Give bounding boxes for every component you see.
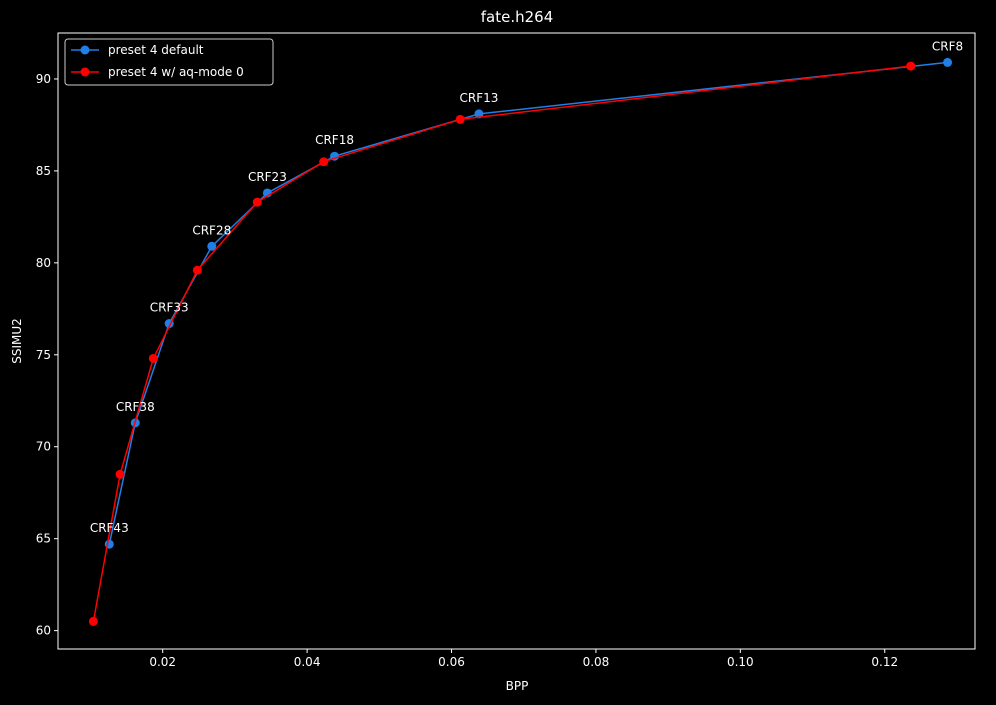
x-tick-label: 0.12 — [871, 655, 898, 669]
data-point — [207, 241, 217, 251]
x-tick-label: 0.04 — [294, 655, 321, 669]
data-point — [906, 61, 916, 71]
y-tick-label: 80 — [36, 256, 51, 270]
legend-marker-aq-mode-0 — [80, 67, 90, 77]
y-tick-label: 65 — [36, 532, 51, 546]
y-axis-label: SSIMU2 — [10, 318, 24, 364]
x-axis-label: BPP — [506, 679, 529, 693]
crf-annotation: CRF43 — [90, 521, 129, 535]
y-tick-label: 60 — [36, 624, 51, 638]
data-point — [474, 109, 484, 119]
series-layer — [88, 57, 953, 626]
data-point — [319, 157, 329, 167]
legend-label-aq-mode-0: preset 4 w/ aq-mode 0 — [108, 65, 244, 79]
y-tick-label: 70 — [36, 440, 51, 454]
crf-annotation: CRF18 — [315, 133, 354, 147]
data-point — [455, 114, 465, 124]
x-axis: 0.02 0.04 0.06 0.08 0.10 0.12 — [149, 649, 898, 669]
data-point — [115, 469, 125, 479]
crf-annotation: CRF8 — [932, 39, 963, 53]
legend-marker-default — [80, 45, 90, 55]
x-tick-label: 0.10 — [727, 655, 754, 669]
series-line-1 — [92, 65, 911, 622]
y-tick-label: 90 — [36, 72, 51, 86]
plot-area — [57, 32, 976, 650]
data-point — [88, 616, 98, 626]
crf-annotation: CRF33 — [150, 301, 189, 315]
y-axis: 60 65 70 75 80 85 90 — [36, 72, 58, 638]
crf-annotation: CRF13 — [460, 91, 499, 105]
legend-entry-aq-mode-0: preset 4 w/ aq-mode 0 — [71, 65, 244, 79]
y-tick-label: 85 — [36, 164, 51, 178]
x-tick-label: 0.08 — [583, 655, 610, 669]
data-point — [252, 197, 262, 207]
legend-box — [64, 38, 274, 86]
legend: preset 4 default preset 4 w/ aq-mode 0 — [64, 38, 274, 86]
data-point — [148, 353, 158, 363]
chart-title: fate.h264 — [481, 8, 554, 26]
legend-entry-default: preset 4 default — [71, 43, 204, 57]
crf-annotation: CRF38 — [116, 400, 155, 414]
legend-label-default: preset 4 default — [108, 43, 204, 57]
y-tick-label: 75 — [36, 348, 51, 362]
data-point — [192, 265, 202, 275]
x-tick-label: 0.06 — [438, 655, 465, 669]
crf-annotation: CRF28 — [192, 223, 231, 237]
series-1 — [88, 61, 916, 626]
data-point — [943, 57, 953, 67]
crf-annotation: CRF23 — [248, 170, 287, 184]
x-tick-label: 0.02 — [149, 655, 176, 669]
plot-frame — [57, 32, 976, 650]
annotation-layer: CRF8 CRF13 CRF18 CRF23 CRF28 CRF33 CRF38 CRF43 — [90, 39, 963, 535]
